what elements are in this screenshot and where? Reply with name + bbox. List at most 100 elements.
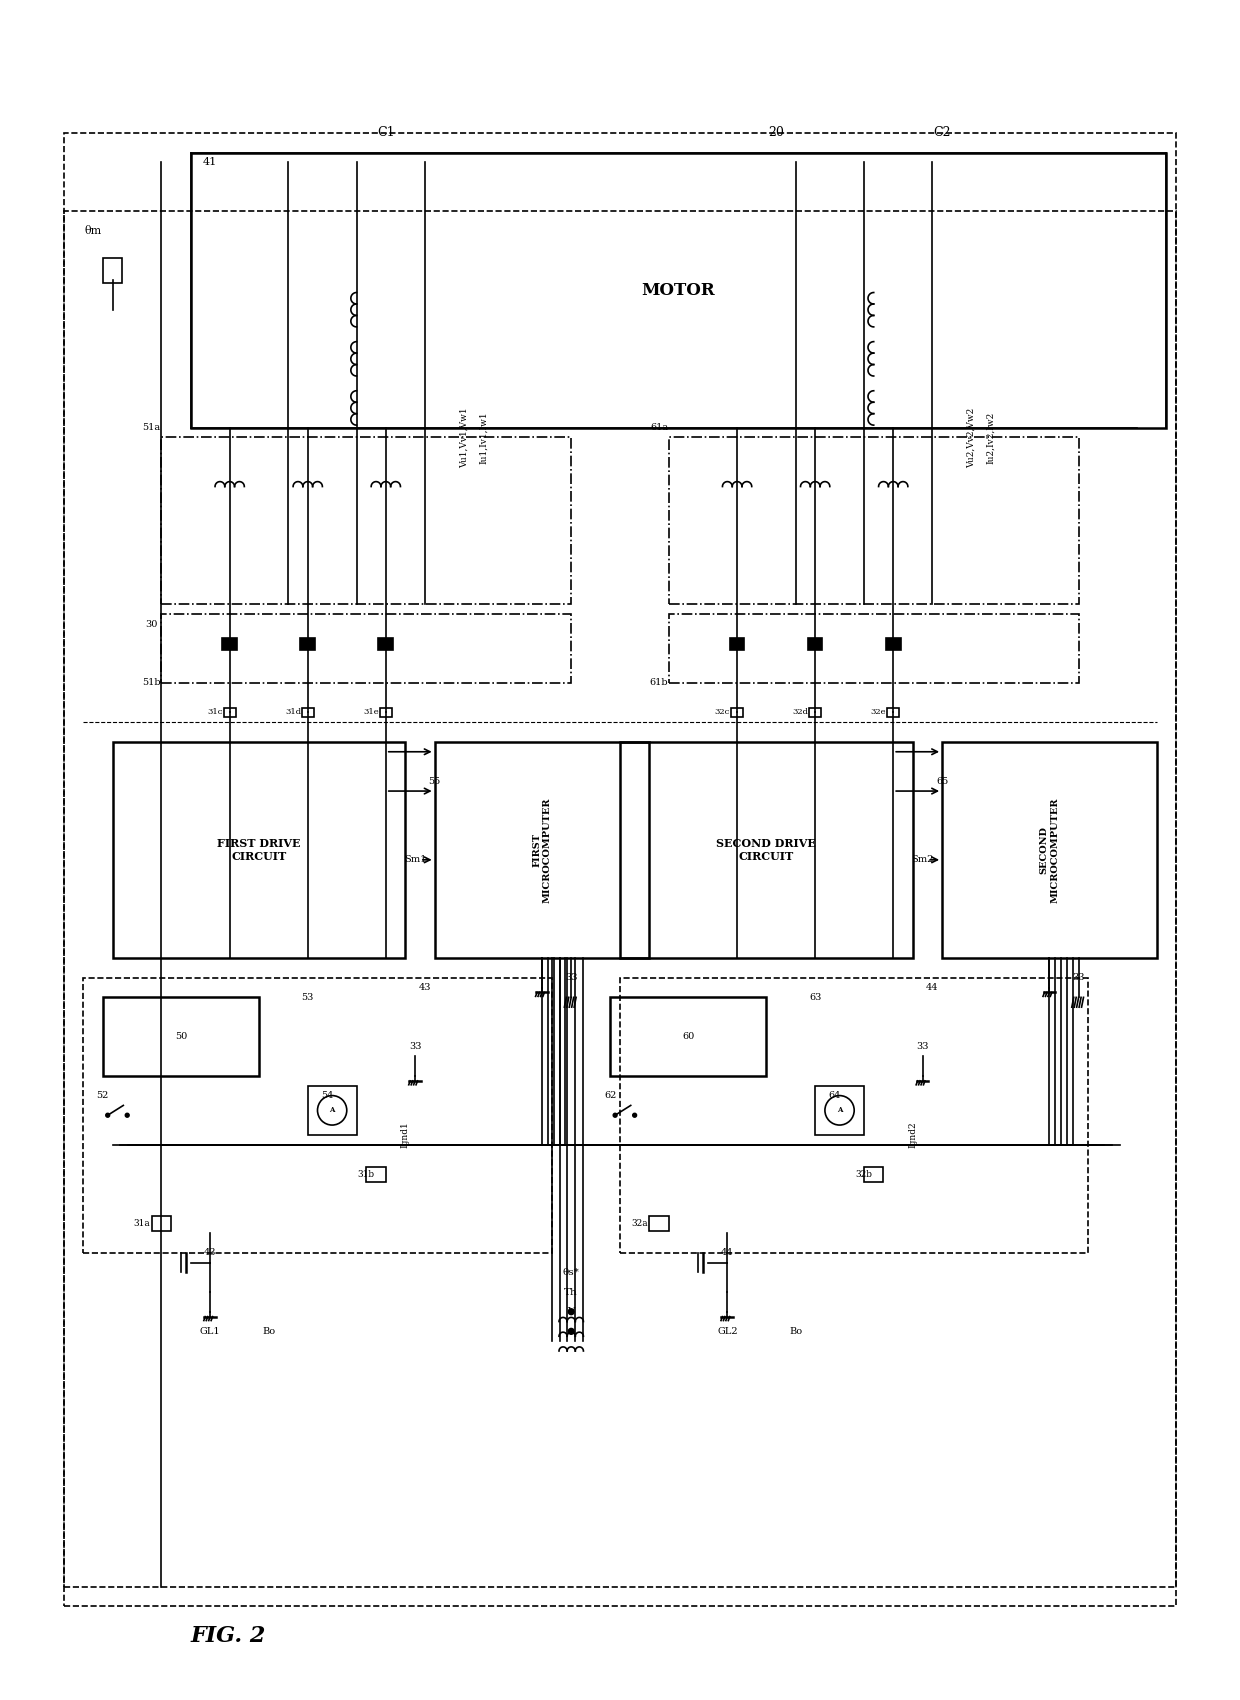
- Text: Sm1: Sm1: [404, 855, 427, 864]
- Text: 53: 53: [301, 993, 314, 1001]
- Text: 33: 33: [565, 972, 578, 983]
- Bar: [308, 1086, 357, 1136]
- Text: V: V: [568, 1307, 575, 1316]
- Text: 64: 64: [828, 1091, 841, 1100]
- Bar: [620, 977, 1089, 1253]
- Circle shape: [568, 1309, 574, 1314]
- Bar: [222, 638, 237, 649]
- Text: 51a: 51a: [143, 423, 161, 432]
- Circle shape: [568, 1328, 574, 1334]
- Bar: [63, 133, 1177, 1606]
- Text: 60: 60: [682, 1032, 694, 1040]
- Bar: [103, 258, 123, 282]
- Circle shape: [105, 1114, 109, 1117]
- Bar: [63, 211, 1177, 1586]
- Text: 32a: 32a: [631, 1219, 647, 1227]
- Text: 30: 30: [145, 619, 157, 629]
- Text: 43: 43: [419, 983, 432, 993]
- Text: 31a: 31a: [134, 1219, 150, 1227]
- Text: 33: 33: [409, 1042, 422, 1051]
- Text: Ignd2: Ignd2: [908, 1122, 918, 1148]
- Bar: [668, 437, 1079, 605]
- Text: FIRST
MICROCOMPUTER: FIRST MICROCOMPUTER: [532, 797, 552, 903]
- Text: C1: C1: [377, 126, 394, 139]
- Text: 51b: 51b: [143, 678, 161, 687]
- Bar: [378, 638, 393, 649]
- Text: 31c: 31c: [207, 709, 223, 716]
- Text: 20: 20: [769, 126, 784, 139]
- Bar: [83, 977, 552, 1253]
- Circle shape: [613, 1114, 618, 1117]
- Text: 32e: 32e: [870, 709, 887, 716]
- Text: 31e: 31e: [363, 709, 379, 716]
- Text: Iu2,Iv2,Iw2: Iu2,Iv2,Iw2: [986, 411, 996, 464]
- Text: GL2: GL2: [717, 1328, 738, 1336]
- Text: Sm2: Sm2: [911, 855, 934, 864]
- Text: A: A: [837, 1107, 842, 1114]
- Bar: [610, 998, 766, 1076]
- Text: C2: C2: [934, 126, 951, 139]
- Text: 50: 50: [175, 1032, 187, 1040]
- Bar: [815, 1086, 864, 1136]
- Text: GL1: GL1: [200, 1328, 221, 1336]
- Text: 52: 52: [97, 1091, 109, 1100]
- Text: 65: 65: [936, 777, 949, 785]
- Text: MOTOR: MOTOR: [642, 282, 715, 299]
- Bar: [942, 741, 1157, 959]
- Text: A: A: [330, 1107, 335, 1114]
- Text: θm: θm: [84, 226, 102, 236]
- Text: FIG. 2: FIG. 2: [191, 1625, 267, 1647]
- Text: 31b: 31b: [357, 1170, 374, 1178]
- Bar: [732, 707, 743, 717]
- Text: 54: 54: [321, 1091, 334, 1100]
- Text: 44: 44: [926, 983, 939, 993]
- Bar: [730, 638, 744, 649]
- Text: 55: 55: [429, 777, 440, 785]
- Bar: [807, 638, 822, 649]
- Text: FIRST DRIVE
CIRCUIT: FIRST DRIVE CIRCUIT: [217, 838, 301, 862]
- Text: Bo: Bo: [262, 1328, 275, 1336]
- Text: 31d: 31d: [285, 709, 301, 716]
- Text: 61a: 61a: [650, 423, 668, 432]
- Bar: [620, 741, 913, 959]
- Text: 32b: 32b: [856, 1170, 873, 1178]
- Text: Vu2,Vv2,Vw2: Vu2,Vv2,Vw2: [967, 408, 976, 468]
- Text: 33: 33: [916, 1042, 929, 1051]
- Bar: [191, 153, 1167, 428]
- Text: 62: 62: [604, 1091, 616, 1100]
- Bar: [151, 1216, 171, 1231]
- Bar: [668, 614, 1079, 683]
- Bar: [103, 998, 259, 1076]
- Bar: [161, 437, 572, 605]
- Text: Vu1,Vv1,Vw1: Vu1,Vv1,Vw1: [459, 406, 469, 468]
- Bar: [864, 1166, 883, 1181]
- Text: Iu1,Iv1,Iw1: Iu1,Iv1,Iw1: [479, 411, 487, 464]
- Text: 63: 63: [808, 993, 821, 1001]
- Bar: [366, 1166, 386, 1181]
- Text: 44: 44: [722, 1248, 734, 1258]
- Text: 32d: 32d: [792, 709, 808, 716]
- Bar: [888, 707, 899, 717]
- Text: 43: 43: [203, 1248, 217, 1258]
- Circle shape: [632, 1114, 636, 1117]
- Circle shape: [125, 1114, 129, 1117]
- Bar: [224, 707, 236, 717]
- Bar: [161, 614, 572, 683]
- Bar: [379, 707, 392, 717]
- Bar: [113, 741, 405, 959]
- Bar: [300, 638, 315, 649]
- Bar: [885, 638, 900, 649]
- Text: 32c: 32c: [714, 709, 730, 716]
- Text: Ignd1: Ignd1: [401, 1122, 410, 1148]
- Text: SECOND DRIVE
CIRCUIT: SECOND DRIVE CIRCUIT: [717, 838, 816, 862]
- Bar: [434, 741, 650, 959]
- Bar: [301, 707, 314, 717]
- Bar: [650, 1216, 668, 1231]
- Text: θs*: θs*: [563, 1268, 579, 1277]
- Text: Th: Th: [564, 1287, 578, 1297]
- Text: Bo: Bo: [789, 1328, 802, 1336]
- Text: 33: 33: [1073, 972, 1085, 983]
- Text: 41: 41: [203, 158, 217, 167]
- Text: 61b: 61b: [650, 678, 668, 687]
- Text: SECOND
MICROCOMPUTER: SECOND MICROCOMPUTER: [1039, 797, 1059, 903]
